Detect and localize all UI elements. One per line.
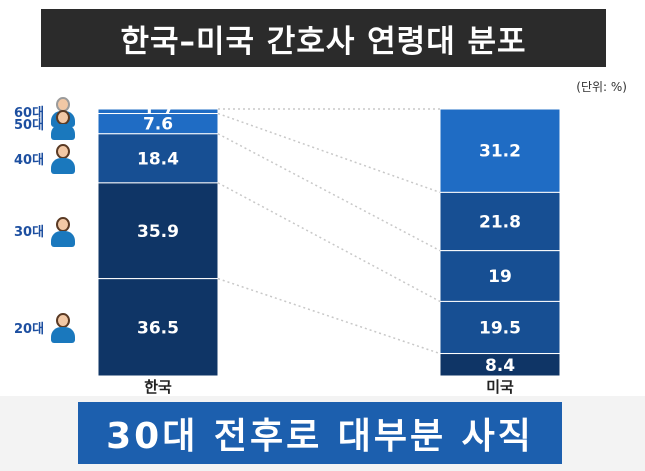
nurse-icon (48, 214, 78, 248)
bar-us-segment-2 (439, 250, 561, 302)
age-legend-row-3: 30대 (14, 213, 78, 249)
age-legend-row-1: 50대 (14, 106, 78, 142)
age-label: 50대 (14, 118, 45, 134)
data-label-korea-30대: 35.9 (137, 222, 179, 242)
unit-label: (단위: %) (576, 80, 627, 94)
bar-us-segment-0 (439, 108, 561, 193)
bar-korea-30대 (97, 182, 219, 280)
connector-line (217, 277, 441, 355)
connector-line (217, 112, 441, 194)
nurse-icon (48, 107, 78, 141)
data-label-us-1: 21.8 (479, 213, 521, 233)
category-label-korea: 한국 (144, 378, 172, 396)
nurse-icon (48, 310, 78, 344)
bar-korea-20대 (97, 278, 219, 377)
summary-banner: 30대 전후로 대부분 사직 (78, 402, 562, 464)
data-label-us-3: 19.5 (479, 318, 521, 338)
age-label: 20대 (14, 321, 45, 337)
age-label: 40대 (14, 152, 45, 168)
age-label: 30대 (14, 225, 45, 241)
age-label: 60대 (14, 105, 45, 121)
data-label-korea-40대: 18.4 (137, 149, 179, 169)
bar-us-segment-1 (439, 191, 561, 252)
data-label-us-4: 8.4 (485, 356, 515, 376)
nurse-icon (48, 141, 78, 175)
connector-line (217, 182, 441, 303)
bar-korea-40대 (97, 133, 219, 184)
category-label-us: 미국 (486, 378, 514, 396)
age-legend-row-4: 20대 (14, 309, 78, 345)
data-label-us-2: 19 (488, 267, 512, 287)
bar-us-segment-4 (439, 353, 561, 377)
connector-line (217, 133, 441, 252)
data-label-korea-20대: 36.5 (137, 318, 179, 338)
data-label-korea-50대: 7.6 (143, 115, 173, 135)
data-label-us-0: 31.2 (479, 142, 521, 162)
bar-us-segment-3 (439, 300, 561, 355)
age-legend-row-2: 40대 (14, 140, 78, 176)
chart-title: 한국–미국 간호사 연령대 분포 (41, 9, 606, 67)
